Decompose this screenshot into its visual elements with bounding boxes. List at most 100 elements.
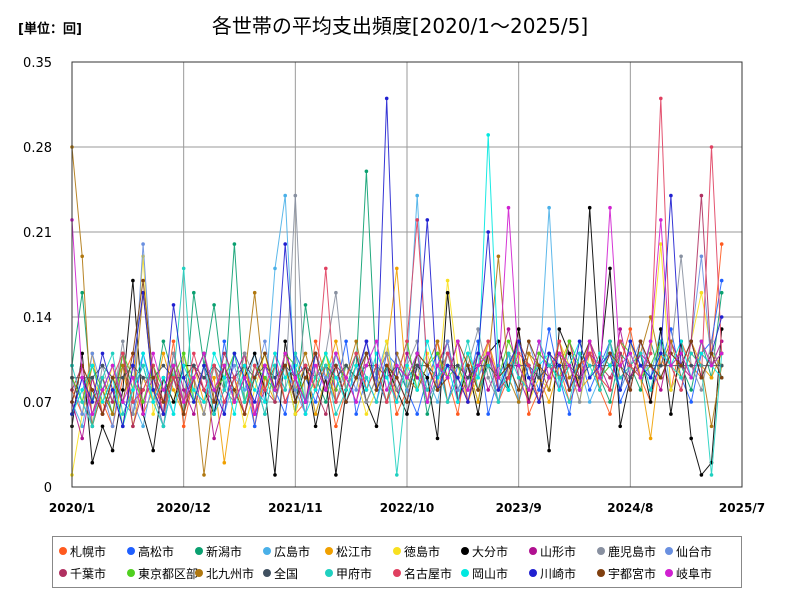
data-point	[80, 254, 84, 259]
data-point	[496, 254, 501, 259]
data-point	[608, 400, 612, 404]
data-point	[110, 375, 115, 380]
data-point	[638, 388, 643, 392]
legend-label: 大分市	[472, 544, 509, 559]
legend-marker-icon	[461, 547, 469, 555]
data-point	[131, 363, 135, 368]
data-point	[618, 424, 622, 429]
data-point	[110, 448, 115, 453]
data-point	[222, 460, 227, 465]
data-point	[466, 339, 470, 344]
data-point	[567, 412, 572, 416]
data-point	[628, 327, 633, 331]
data-point	[466, 351, 470, 356]
data-point	[669, 412, 673, 416]
data-point	[364, 363, 369, 368]
data-point	[222, 375, 227, 380]
data-point	[252, 375, 257, 380]
data-point	[242, 388, 247, 392]
data-point	[415, 351, 420, 356]
data-point	[202, 375, 206, 380]
data-point	[384, 363, 389, 368]
data-point	[354, 388, 359, 392]
data-point	[618, 339, 622, 344]
data-point	[699, 193, 704, 198]
data-point	[100, 363, 105, 368]
data-point	[425, 388, 430, 392]
data-point	[709, 424, 714, 429]
legend-item: 甲府市	[325, 562, 393, 584]
data-point	[171, 400, 176, 404]
data-point	[242, 375, 247, 380]
data-point	[384, 96, 389, 101]
data-point	[618, 375, 622, 380]
data-point	[354, 339, 359, 344]
legend-marker-icon	[325, 569, 333, 577]
data-point	[699, 254, 704, 259]
data-point	[445, 351, 450, 356]
data-point	[313, 351, 318, 356]
data-point	[121, 351, 125, 356]
data-point	[638, 339, 643, 344]
data-point	[628, 375, 633, 380]
data-point	[80, 388, 84, 392]
data-point	[689, 388, 693, 392]
legend-label: 北九州市	[206, 566, 255, 581]
data-point	[699, 339, 704, 344]
data-point	[283, 339, 288, 344]
data-point	[476, 388, 480, 392]
legend-label: 川崎市	[540, 566, 577, 581]
data-point	[415, 375, 420, 380]
data-point	[171, 363, 176, 368]
data-point	[80, 412, 84, 416]
data-point	[313, 339, 318, 344]
data-point	[709, 473, 714, 477]
data-point	[90, 363, 95, 368]
data-point	[232, 363, 237, 368]
data-point	[699, 473, 704, 477]
data-point	[587, 388, 592, 392]
data-point	[263, 351, 267, 356]
data-point	[354, 412, 359, 416]
data-point	[709, 145, 714, 149]
data-point	[405, 351, 409, 356]
grid-lines	[71, 61, 743, 488]
data-point	[557, 388, 562, 392]
data-point	[557, 339, 562, 344]
legend-marker-icon	[127, 569, 135, 577]
data-point	[679, 363, 683, 368]
data-point	[121, 412, 125, 416]
data-point	[192, 375, 196, 380]
data-point	[110, 424, 115, 429]
data-point	[324, 400, 328, 404]
data-point	[506, 363, 511, 368]
data-point	[131, 424, 135, 429]
data-point	[212, 388, 216, 392]
data-point	[242, 400, 247, 404]
legend-label: 札幌市	[70, 544, 107, 559]
data-point	[303, 400, 308, 404]
legend-marker-icon	[195, 547, 203, 555]
data-point	[90, 424, 95, 429]
data-point	[608, 266, 612, 271]
legend-item: 東京都区部	[127, 562, 198, 584]
data-point	[192, 412, 196, 416]
data-point	[252, 351, 257, 356]
data-point	[445, 363, 450, 368]
data-point	[90, 375, 95, 380]
data-point	[577, 400, 582, 404]
data-point	[344, 400, 348, 404]
data-point	[699, 290, 704, 295]
data-point	[567, 400, 572, 404]
data-point	[598, 388, 602, 392]
data-point	[161, 339, 166, 344]
data-point	[445, 400, 450, 404]
data-point	[303, 303, 308, 307]
data-point	[405, 339, 409, 344]
data-point	[496, 375, 501, 380]
data-point	[628, 388, 633, 392]
legend-marker-icon	[325, 547, 333, 555]
data-point	[659, 375, 663, 380]
data-point	[527, 351, 531, 356]
